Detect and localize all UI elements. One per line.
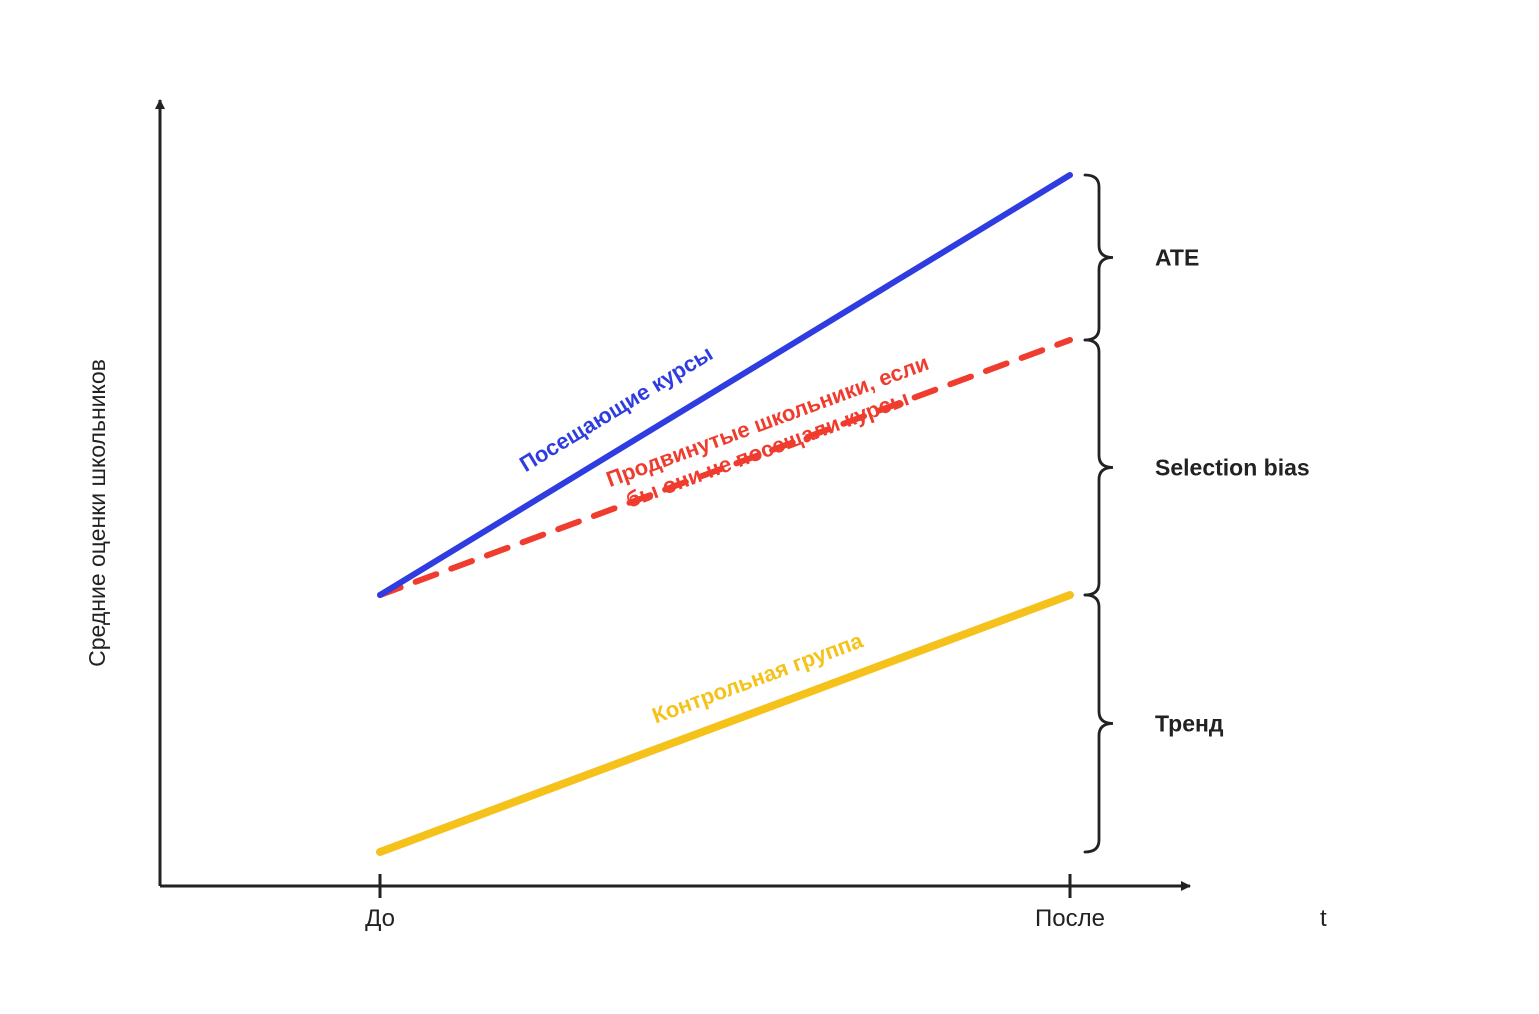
trend-brace [1085, 595, 1113, 852]
attending-line [380, 175, 1070, 595]
ate-brace [1085, 175, 1113, 340]
selection-brace [1085, 340, 1113, 595]
control-line [380, 595, 1070, 852]
x-axis-label: t [1320, 905, 1327, 932]
y-axis-label: Средние оценки школьников [84, 359, 110, 667]
trend-label: Тренд [1155, 711, 1224, 737]
before-label: До [365, 905, 395, 932]
after-label: После [1035, 905, 1105, 932]
selection-label: Selection bias [1155, 455, 1310, 481]
ate-label: ATE [1155, 245, 1199, 271]
